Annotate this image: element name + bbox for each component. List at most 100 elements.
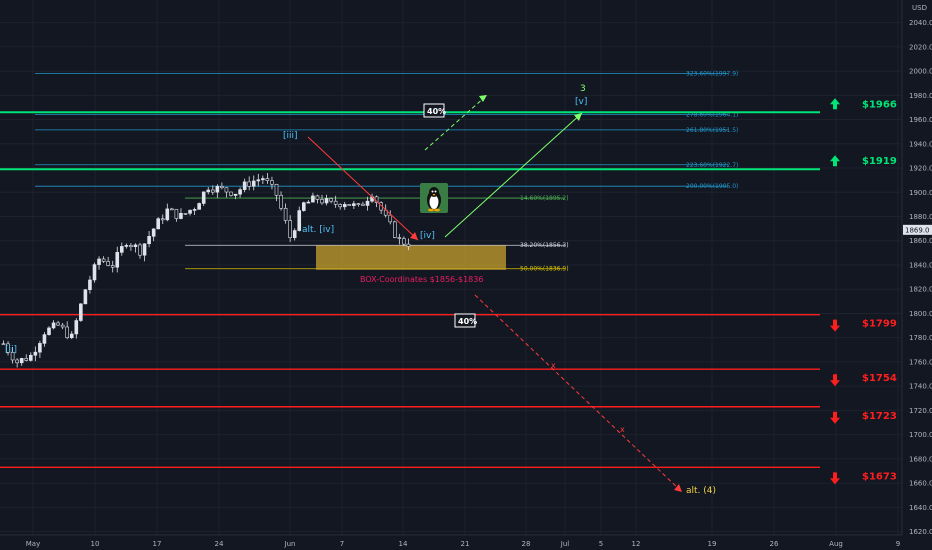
current-price-tag bbox=[903, 224, 932, 235]
candle-body bbox=[215, 186, 220, 193]
candle-body bbox=[6, 343, 10, 353]
candle-body bbox=[347, 204, 352, 206]
candle-body bbox=[352, 203, 356, 206]
y-tick-label: 1920.0 bbox=[909, 165, 932, 173]
key-level-label: $1966 bbox=[862, 99, 897, 110]
candle-body bbox=[156, 218, 160, 230]
candle-body bbox=[270, 180, 274, 185]
candle-body bbox=[406, 243, 411, 247]
projection-line bbox=[424, 96, 486, 151]
candle-body bbox=[329, 198, 333, 202]
candle-body bbox=[297, 210, 302, 231]
candle-body bbox=[151, 228, 156, 237]
fib-label: 38.20%(1856.3) bbox=[520, 242, 569, 249]
fib-label: 261.80%(1951.5) bbox=[686, 127, 738, 134]
candle-body bbox=[206, 189, 211, 193]
candle-body bbox=[397, 237, 402, 239]
projection-arrows: xx bbox=[307, 95, 682, 492]
candle-body bbox=[174, 208, 179, 219]
candle-body bbox=[1, 343, 6, 346]
candle-body bbox=[24, 358, 29, 361]
y-tick-label: 1800.0 bbox=[909, 310, 932, 318]
candle-body bbox=[256, 179, 261, 182]
wave-label-3: 3 bbox=[580, 84, 586, 94]
x-tick-label: 12 bbox=[632, 540, 641, 548]
candle-body bbox=[292, 230, 297, 238]
arrow-down-icon bbox=[830, 374, 840, 387]
candle-body bbox=[138, 244, 142, 256]
fib-label: 50.00%(1836.9) bbox=[520, 266, 569, 273]
candle-body bbox=[129, 245, 133, 248]
y-tick-label: 1900.0 bbox=[909, 189, 932, 197]
arrowhead-icon bbox=[574, 113, 582, 121]
candle-body bbox=[51, 322, 56, 329]
arrow-down-icon bbox=[830, 319, 840, 332]
key-level-label: $1723 bbox=[862, 411, 897, 422]
y-tick-label: 1840.0 bbox=[909, 261, 932, 269]
candle-body bbox=[106, 261, 110, 266]
fib-label: 14.60%(1895.2) bbox=[520, 195, 569, 202]
candle-body bbox=[92, 264, 97, 281]
key-level-label: $1799 bbox=[862, 319, 897, 330]
candle-body bbox=[124, 245, 129, 247]
fib-label: 278.60%(1964.1) bbox=[686, 112, 738, 119]
x-tick-label: 28 bbox=[522, 540, 531, 548]
candle-body bbox=[356, 203, 361, 205]
fibonacci-levels: 323.60%(1997.9) 278.60%(1964.1) 261.80%(19… bbox=[35, 71, 738, 273]
candle-body bbox=[211, 189, 215, 193]
probability-box bbox=[454, 313, 476, 328]
dot-marker: x bbox=[551, 361, 556, 370]
candle-body bbox=[220, 186, 224, 189]
candle-body bbox=[338, 204, 343, 208]
candle-body bbox=[320, 199, 324, 204]
y-tick-label: 1700.0 bbox=[909, 431, 932, 439]
y-tick-label: 1960.0 bbox=[909, 116, 932, 124]
candle-body bbox=[192, 209, 197, 211]
y-tick-label: 1640.0 bbox=[909, 504, 932, 512]
x-tick-label: 26 bbox=[770, 540, 779, 548]
target-box: BOX-Coordinates $1856-$1836 bbox=[316, 245, 506, 284]
box-coordinates-label: BOX-Coordinates $1856-$1836 bbox=[360, 275, 483, 284]
candle-body bbox=[392, 221, 397, 238]
candle-body bbox=[83, 289, 88, 305]
candle-body bbox=[238, 189, 242, 195]
candle-body bbox=[306, 201, 311, 204]
wave-label-ii: [ii] bbox=[5, 345, 17, 355]
arrowhead-icon bbox=[674, 484, 682, 492]
candle-body bbox=[38, 343, 42, 353]
y-tick-label: 1880.0 bbox=[909, 213, 932, 221]
x-tick-label: 21 bbox=[461, 540, 470, 548]
x-tick-label: 7 bbox=[340, 540, 344, 548]
candle-body bbox=[101, 258, 106, 262]
time-axis[interactable]: May 10 17 24 Jun 7 14 21 28 Jul 5 12 19 26 Aug 9 bbox=[0, 534, 902, 548]
currency-label: USD bbox=[912, 4, 927, 12]
price-axis[interactable]: 1600.01620.01640.01660.01680.01700.01720… bbox=[901, 0, 932, 550]
key-levels: $1966 $1919 $1799 $1754 $1723 $1673 bbox=[0, 98, 897, 485]
candle-body bbox=[342, 204, 347, 208]
y-tick-label: 1780.0 bbox=[909, 334, 932, 342]
candle-body bbox=[142, 243, 147, 256]
candle-body bbox=[79, 303, 83, 321]
candle-body bbox=[311, 195, 315, 203]
x-tick-label: 24 bbox=[215, 540, 224, 548]
arrow-up-icon bbox=[830, 98, 840, 110]
x-tick-label: 10 bbox=[91, 540, 100, 548]
candle-body bbox=[110, 265, 115, 268]
x-tick-label: 5 bbox=[599, 540, 603, 548]
arrow-up-icon bbox=[830, 155, 840, 167]
y-tick-label: 1760.0 bbox=[909, 358, 932, 366]
candle-body bbox=[88, 279, 92, 290]
candles bbox=[1, 173, 411, 368]
y-tick-label: 1720.0 bbox=[909, 407, 932, 415]
x-tick-label: 19 bbox=[708, 540, 717, 548]
wave-label-iv: [iv] bbox=[420, 231, 435, 241]
candle-body bbox=[133, 244, 138, 248]
candle-body bbox=[19, 358, 24, 364]
x-tick-label: 9 bbox=[896, 540, 900, 548]
y-tick-label: 1860.0 bbox=[909, 237, 932, 245]
y-tick-label: 1940.0 bbox=[909, 140, 932, 148]
candle-body bbox=[47, 327, 51, 335]
candle-body bbox=[120, 246, 124, 253]
dot-marker: x bbox=[620, 425, 625, 434]
